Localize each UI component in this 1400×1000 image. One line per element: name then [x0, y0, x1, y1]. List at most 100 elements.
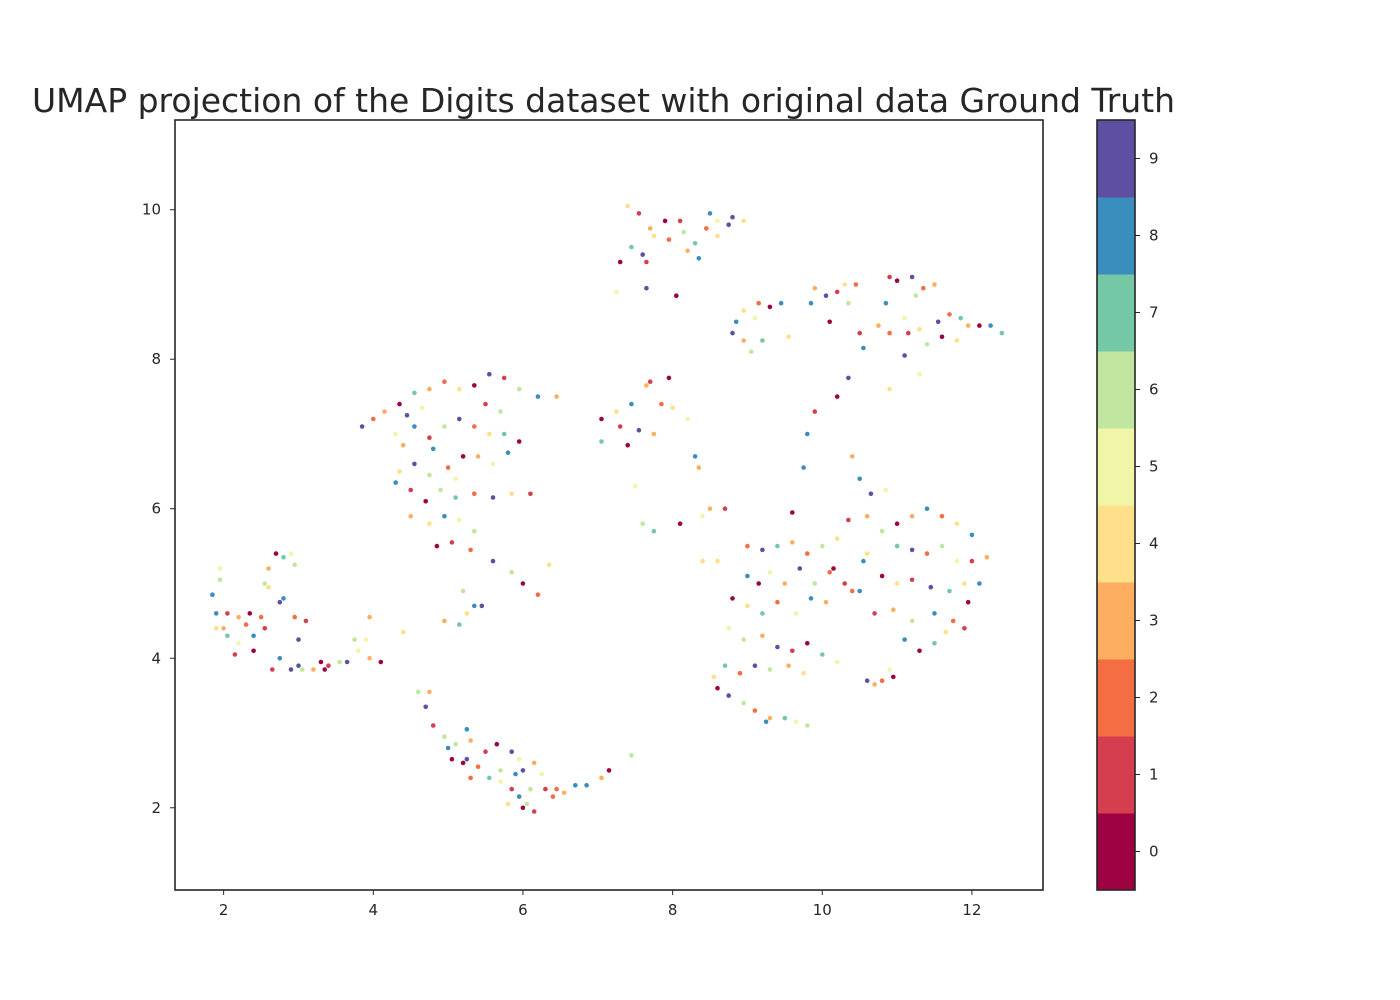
chart-title: UMAP projection of the Digits dataset wi…: [32, 81, 1175, 120]
data-point: [561, 790, 567, 796]
data-point: [277, 599, 283, 605]
data-point: [472, 424, 477, 429]
data-point: [812, 285, 818, 291]
data-point: [539, 771, 544, 777]
data-point: [872, 682, 877, 687]
data-point: [715, 558, 720, 564]
data-point: [790, 540, 795, 545]
data-point: [752, 315, 758, 321]
data-point: [400, 442, 406, 448]
data-point: [887, 386, 892, 392]
data-point: [969, 532, 975, 538]
data-point: [834, 659, 840, 665]
data-point: [509, 570, 514, 575]
data-point: [393, 431, 399, 437]
data-point: [599, 439, 604, 444]
data-point: [801, 465, 806, 470]
x-tick-label: 2: [219, 901, 229, 919]
data-point: [763, 719, 769, 725]
data-point: [509, 749, 514, 754]
colorbar-segment: [1097, 736, 1135, 814]
data-point: [483, 401, 488, 407]
data-point: [442, 618, 447, 624]
data-point: [479, 603, 485, 609]
data-point: [823, 293, 829, 299]
data-point: [879, 528, 885, 534]
data-point: [516, 439, 522, 444]
data-point: [629, 244, 634, 250]
data-point: [887, 274, 892, 280]
data-point: [767, 715, 773, 721]
data-point: [861, 558, 866, 564]
data-point: [449, 756, 455, 762]
data-point: [883, 487, 889, 493]
scatter-points: [210, 203, 1005, 814]
data-point: [894, 581, 900, 586]
data-point: [296, 663, 301, 668]
data-point: [820, 652, 825, 657]
data-point: [909, 547, 915, 553]
data-point: [363, 637, 369, 642]
data-point: [423, 499, 429, 504]
data-point: [887, 330, 892, 336]
data-point: [790, 510, 795, 515]
data-point: [232, 652, 238, 657]
data-point: [453, 495, 458, 500]
data-point: [801, 670, 806, 676]
data-point: [457, 517, 462, 523]
y-tick-label: 8: [151, 350, 161, 368]
data-point: [299, 667, 305, 672]
data-point: [460, 588, 466, 594]
colorbar-segment: [1097, 428, 1135, 506]
data-point: [775, 644, 780, 650]
x-tick-label: 8: [668, 901, 678, 919]
data-point: [760, 338, 765, 343]
data-point: [445, 745, 451, 751]
data-point: [543, 786, 548, 792]
data-point: [778, 300, 784, 306]
data-point: [625, 442, 630, 448]
data-point: [412, 424, 417, 429]
data-point: [442, 424, 447, 429]
data-point: [520, 581, 526, 586]
data-point: [554, 786, 559, 792]
data-point: [928, 584, 934, 590]
data-point: [823, 599, 829, 605]
data-point: [939, 334, 945, 340]
data-point: [408, 487, 414, 493]
data-point: [584, 783, 589, 788]
data-point: [834, 394, 840, 399]
data-point: [767, 304, 773, 310]
data-point: [909, 513, 915, 519]
data-point: [666, 375, 672, 381]
data-point: [857, 330, 862, 336]
data-point: [427, 521, 432, 526]
data-point: [726, 693, 731, 698]
data-point: [352, 637, 357, 642]
data-point: [498, 768, 503, 773]
data-point: [947, 588, 952, 594]
colorbar-segment: [1097, 351, 1135, 429]
data-point: [887, 667, 892, 672]
data-point: [846, 517, 851, 523]
data-point: [977, 323, 982, 328]
data-point: [457, 386, 462, 392]
data-point: [528, 491, 533, 497]
data-point: [501, 431, 507, 437]
data-point: [834, 289, 840, 295]
data-point: [666, 237, 672, 242]
data-point: [902, 315, 907, 321]
data-point: [662, 218, 668, 224]
data-point: [947, 312, 952, 317]
data-point: [647, 226, 653, 231]
data-point: [359, 424, 365, 429]
data-point: [487, 775, 492, 781]
y-tick-label: 2: [151, 799, 161, 817]
data-point: [531, 760, 537, 766]
data-point: [853, 282, 859, 287]
data-point: [745, 603, 750, 609]
data-point: [962, 626, 967, 631]
data-point: [722, 506, 728, 512]
data-point: [677, 218, 683, 224]
